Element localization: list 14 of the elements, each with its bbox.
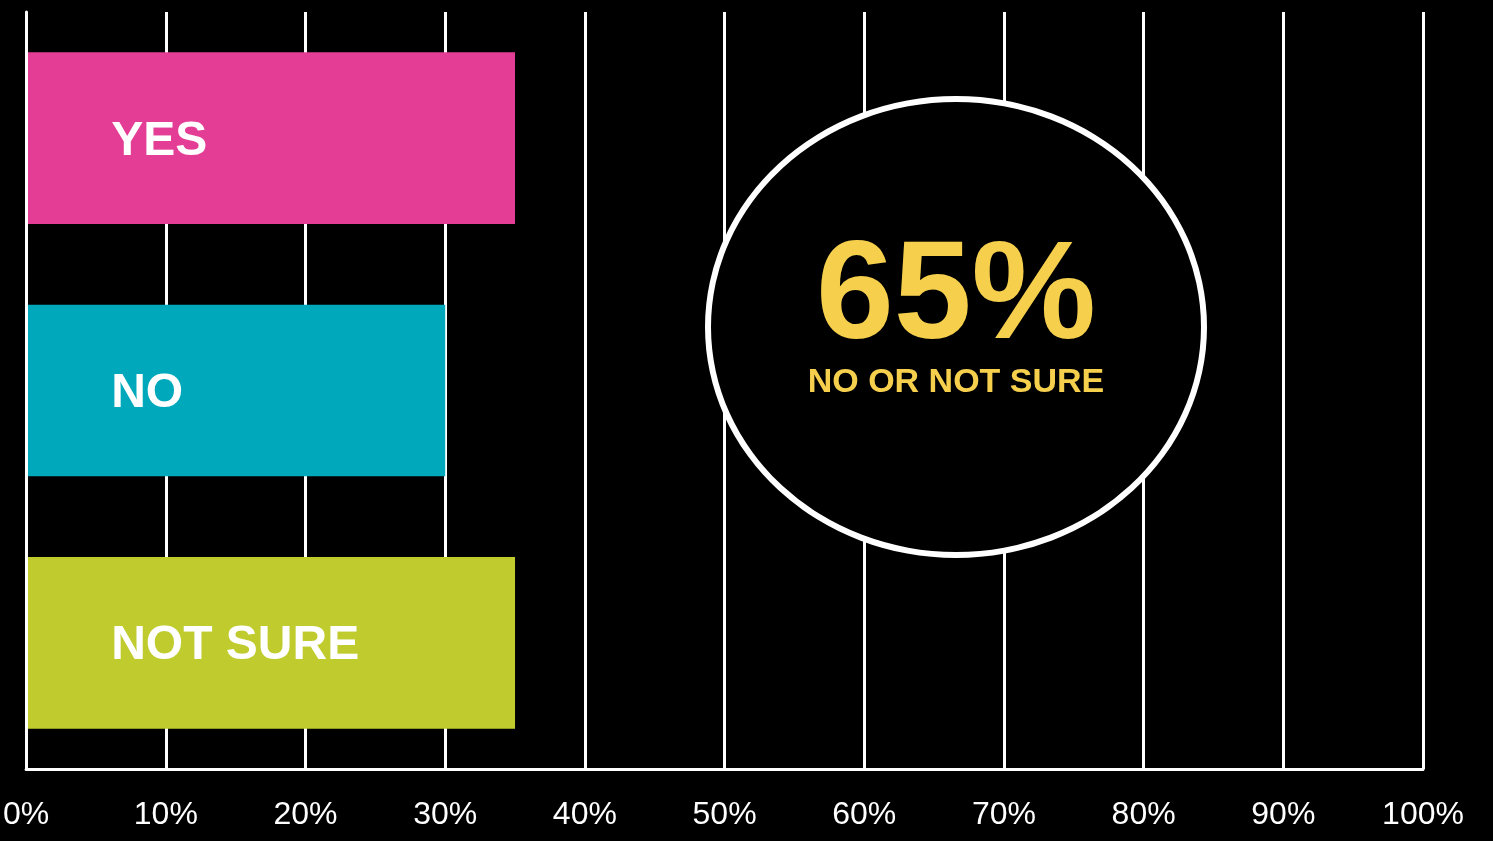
x-tick-label: 90% <box>1251 795 1316 831</box>
x-tick-label: 100% <box>1382 795 1464 831</box>
x-tick-label: 50% <box>692 795 757 831</box>
x-tick-label: 60% <box>832 795 897 831</box>
x-tick-label: 10% <box>133 795 198 831</box>
x-tick-label: 40% <box>552 795 617 831</box>
x-tick-label: 70% <box>971 795 1036 831</box>
y-tick-label: YES <box>111 111 208 165</box>
x-tick-label: 20% <box>273 795 338 831</box>
y-tick-label: NOT SURE <box>111 616 360 670</box>
y-tick-label: NO <box>111 364 184 417</box>
x-tick-label: 30% <box>413 795 478 831</box>
x-tick-label: 0% <box>3 795 50 831</box>
x-tick-label: 80% <box>1111 795 1176 831</box>
